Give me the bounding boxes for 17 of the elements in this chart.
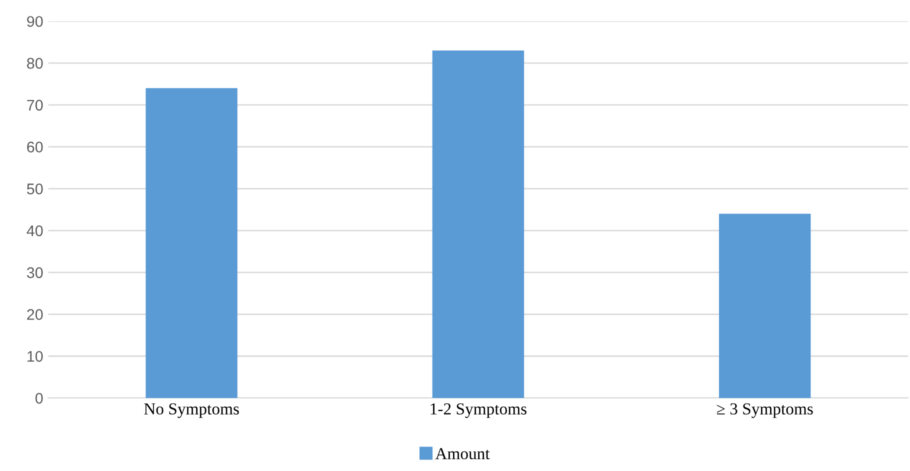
legend-label: Amount (435, 448, 490, 460)
x-tick-label: 1-2 Symptoms (430, 403, 526, 418)
y-tick-label: 20 (27, 309, 43, 320)
y-tick-label: 40 (26, 225, 43, 236)
bar (146, 88, 238, 398)
y-tick-label: 60 (27, 142, 43, 152)
x-tick-label: No Symptoms (144, 403, 239, 418)
bar (432, 50, 524, 398)
y-tick-label: 70 (27, 100, 43, 111)
y-tick-label: 80 (27, 58, 43, 69)
y-tick-label: 10 (28, 350, 43, 362)
y-tick-label: 30 (26, 267, 43, 278)
y-tick-label: 0 (35, 392, 43, 404)
y-tick-label: 50 (26, 184, 43, 194)
bar (718, 214, 811, 398)
x-tick-label: ≥ 3 Symptoms (716, 403, 813, 418)
y-tick-label: 90 (27, 16, 43, 27)
